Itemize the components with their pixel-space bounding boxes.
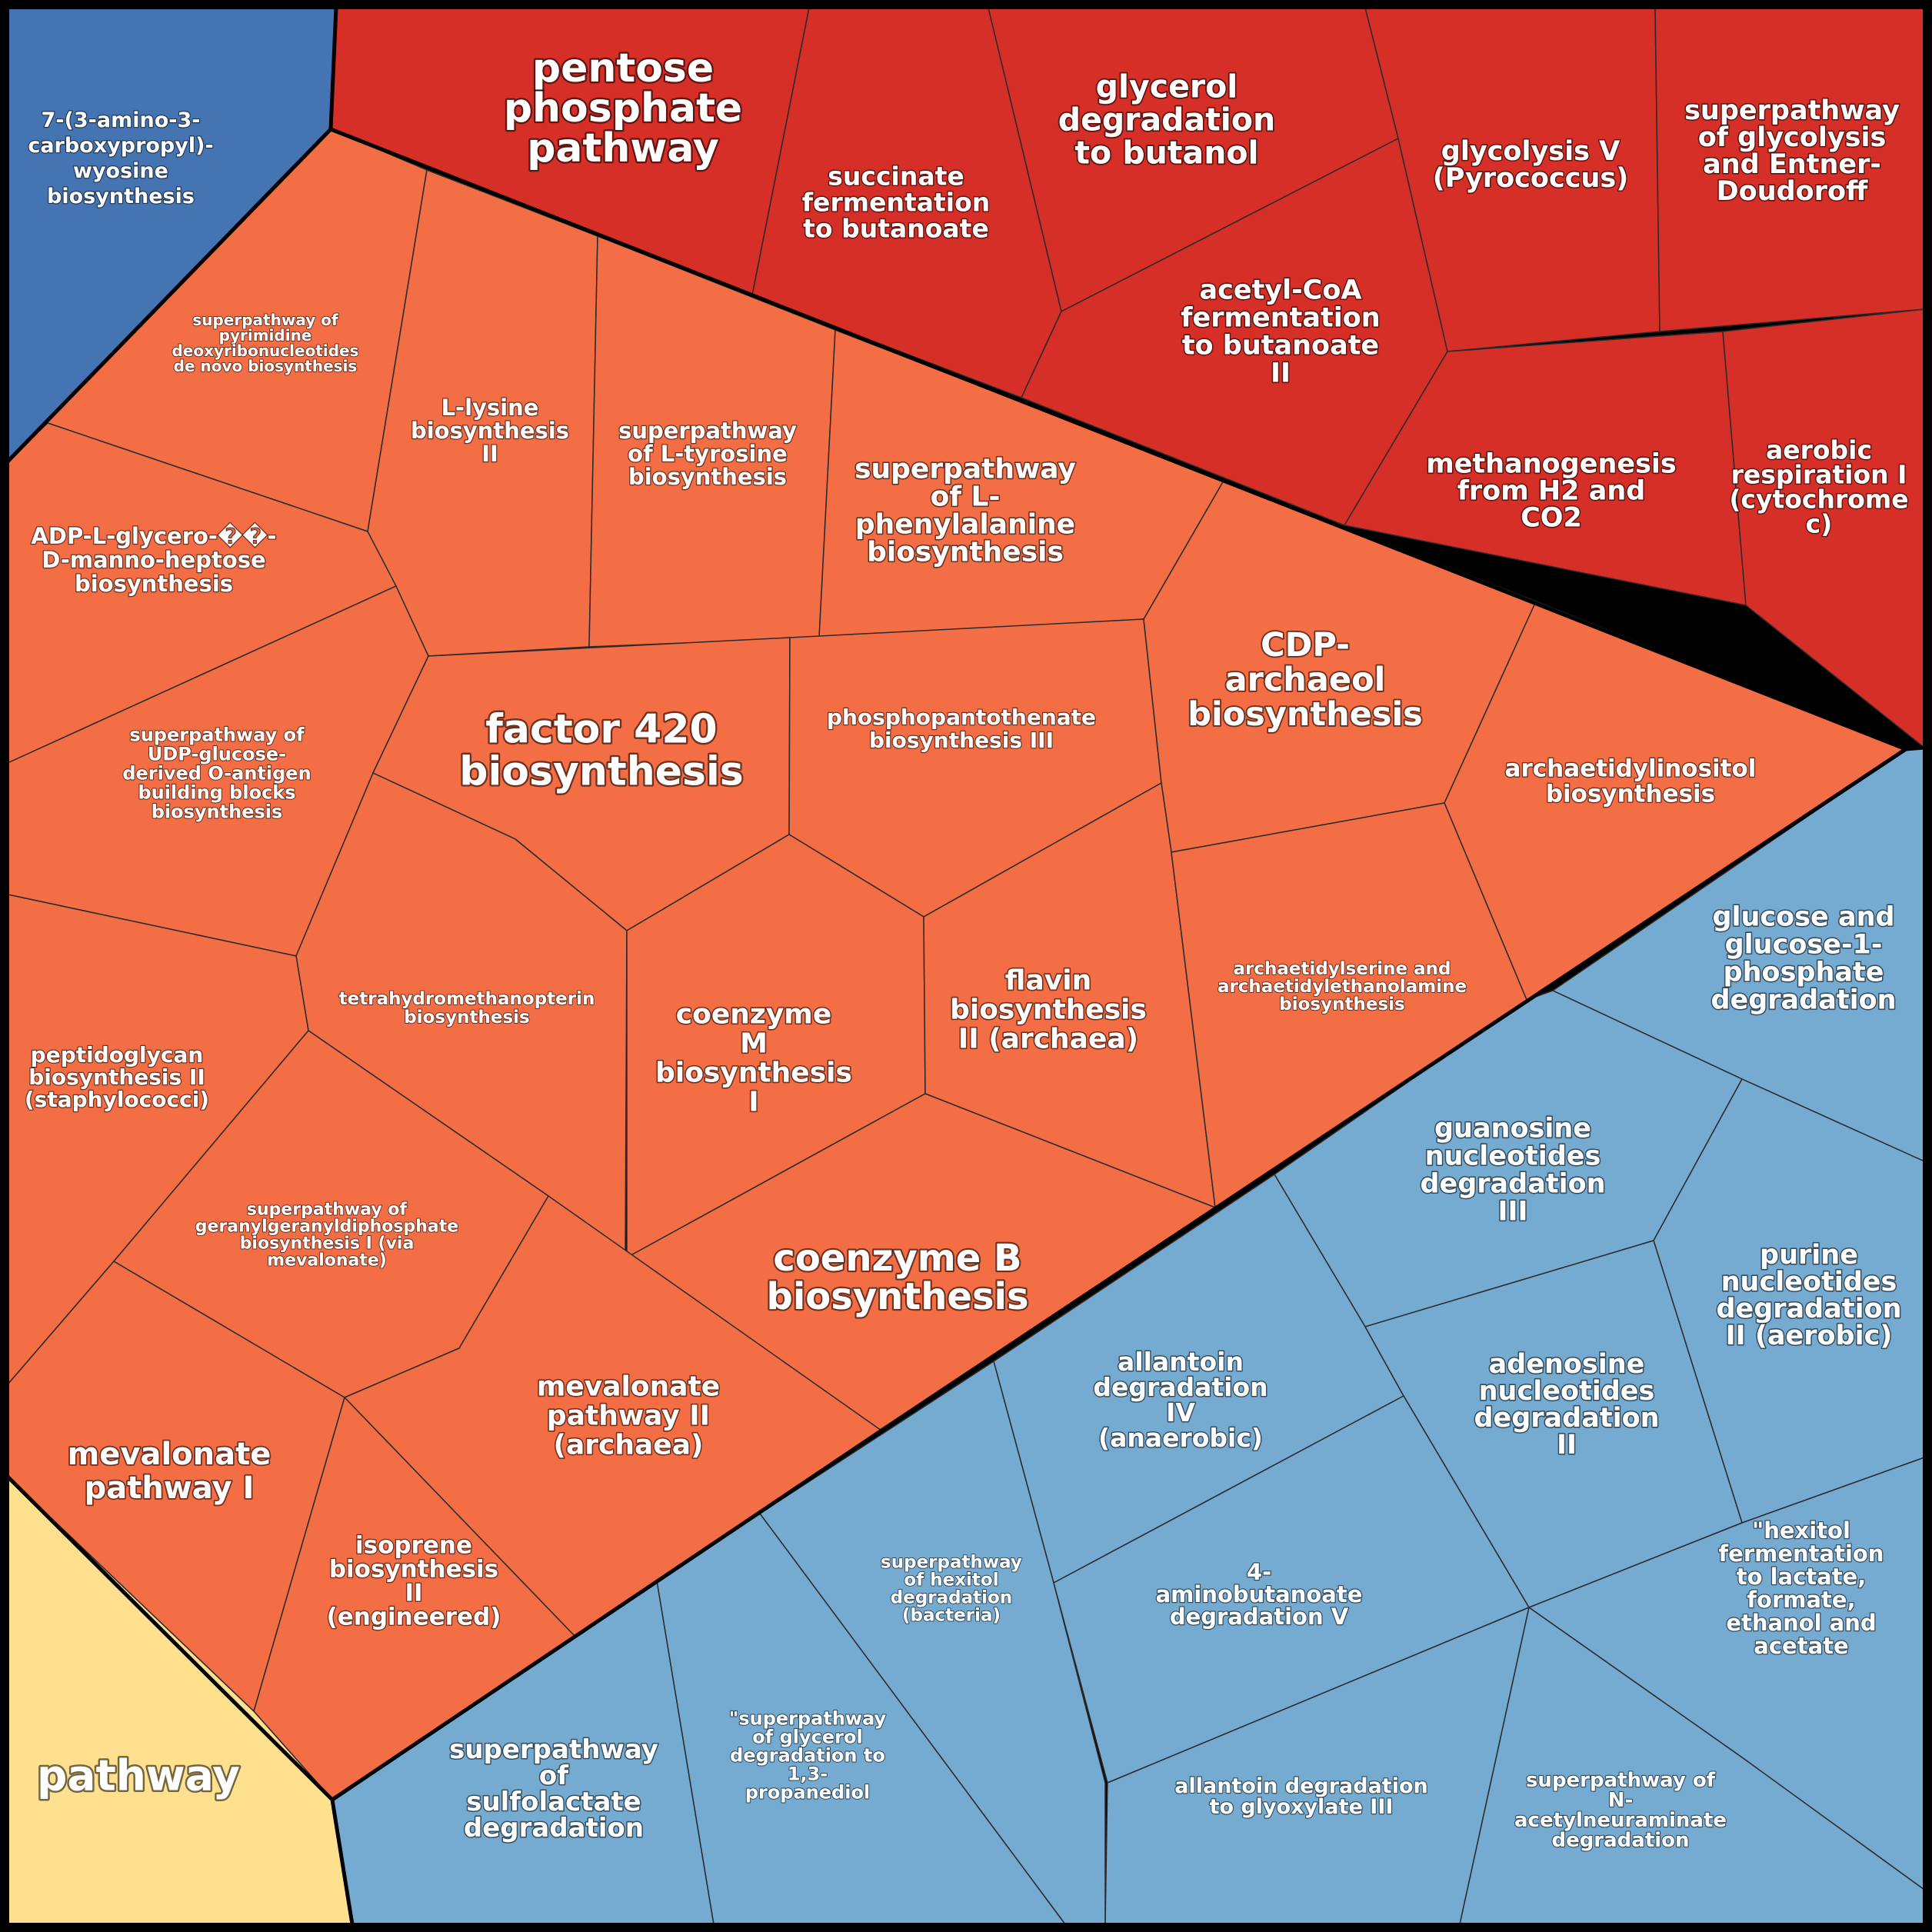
cell-10-label: L-lysine biosynthesis II — [411, 395, 569, 467]
cell-33-label: adenosine nucleotides degradation II — [1474, 1349, 1659, 1461]
group-outline-0 — [6, 127, 1907, 751]
cell-26-label: mevalonate pathway I — [68, 1437, 271, 1506]
cell-23-label: peptidoglycan biosynthesis II (staphylococ… — [25, 1042, 209, 1112]
cell-37-label: superpathway of sulfolactate degradation — [449, 1734, 658, 1844]
cell-6-label: superpathway of glycolysis and Entner-Doud… — [1684, 95, 1900, 207]
cell-9-label: superpathway of pyrimidine deoxyribonucleo… — [172, 311, 358, 375]
cell-18-label: archaetidylinositol biosynthesis — [1505, 754, 1757, 808]
cell-30-label: guanosine nucleotides degradation III — [1420, 1113, 1605, 1227]
cell-0-label: 7-(3-amino-3-carboxypropyl)-wyosine biosy… — [28, 108, 213, 208]
cell-16-label: phosphopantothenate biosynthesis III — [827, 705, 1096, 753]
cell-29-label: glucose and glucose-1-phosphate degradatio… — [1710, 901, 1896, 1015]
group-outline-4 — [6, 1475, 334, 1801]
cell-40-label: superpathway of N-acetylneuraminate degrad… — [1514, 1769, 1727, 1852]
labels-layer: 7-(3-amino-3-carboxypropyl)-wyosine biosy… — [24, 44, 1910, 1853]
cell-8-label: aerobic respiration I (cytochrome c) — [1729, 435, 1908, 539]
cell-32-label: allantoin degradation IV (anaerobic) — [1093, 1347, 1267, 1453]
cell-3-label: glycerol degradation to butanol — [1058, 68, 1275, 171]
cell-4-label: acetyl-CoA fermentation to butanoate II — [1181, 275, 1380, 388]
cells-layer — [7, 7, 1925, 1925]
cell-36-label: "hexitol fermentation to lactate, formate, e… — [1719, 1517, 1884, 1659]
cell-2-label: succinate fermentation to butanoate — [802, 162, 991, 244]
cell-34-label: superpathway of hexitol degradation (bacter… — [881, 1553, 1022, 1626]
cell-21-label: flavin biosynthesis II (archaea) — [950, 965, 1147, 1055]
cell-15-label: factor 420 biosynthesis — [459, 707, 744, 795]
cell-14-label: superpathway of UDP-glucose-derived O-ant… — [122, 724, 311, 822]
cell-27-label: mevalonate pathway II (archaea) — [537, 1371, 720, 1461]
cell-12-label: superpathway of L-phenylalanine biosynthes… — [854, 454, 1076, 568]
group-outline-1 — [328, 7, 338, 130]
cell-17-label: CDP-archaeol biosynthesis — [1188, 626, 1423, 734]
cell-28-label: isoprene biosynthesis II (engineered) — [327, 1531, 501, 1631]
cell-13-label: ADP-L-glycero-��-D-manno-heptose biosynth… — [31, 523, 276, 597]
cell-39-label: allantoin degradation to glyoxylate III — [1174, 1774, 1427, 1819]
cell-1-label: pentose phosphate pathway — [504, 45, 742, 172]
cell-5-label: glycolysis V (Pyrococcus) — [1433, 136, 1628, 194]
group-outline-3 — [330, 747, 1907, 1925]
cell-22-label: archaetidylserine and archaetidylethanola… — [1217, 959, 1467, 1014]
cell-35-label: 4-aminobutanoate degradation V — [1156, 1559, 1363, 1630]
group-outlines — [6, 7, 1925, 1925]
cell-41-label: pathway — [37, 1750, 240, 1800]
cell-31-label: purine nucleotides degradation II (aerobic) — [1716, 1240, 1901, 1351]
cell-11-label: superpathway of L-tyrosine biosynthesis — [618, 418, 797, 490]
cell-24-label: superpathway of geranylgeranyldiphosphate… — [195, 1201, 458, 1271]
cell-19-label: tetrahydromethanopterin biosynthesis — [339, 989, 595, 1028]
cell-7-label: methanogenesis from H2 and CO2 — [1426, 448, 1677, 533]
group-outline-2 — [1905, 745, 1925, 751]
cell-38-label: "superpathway of glycerol degradation to 1,… — [729, 1707, 887, 1803]
